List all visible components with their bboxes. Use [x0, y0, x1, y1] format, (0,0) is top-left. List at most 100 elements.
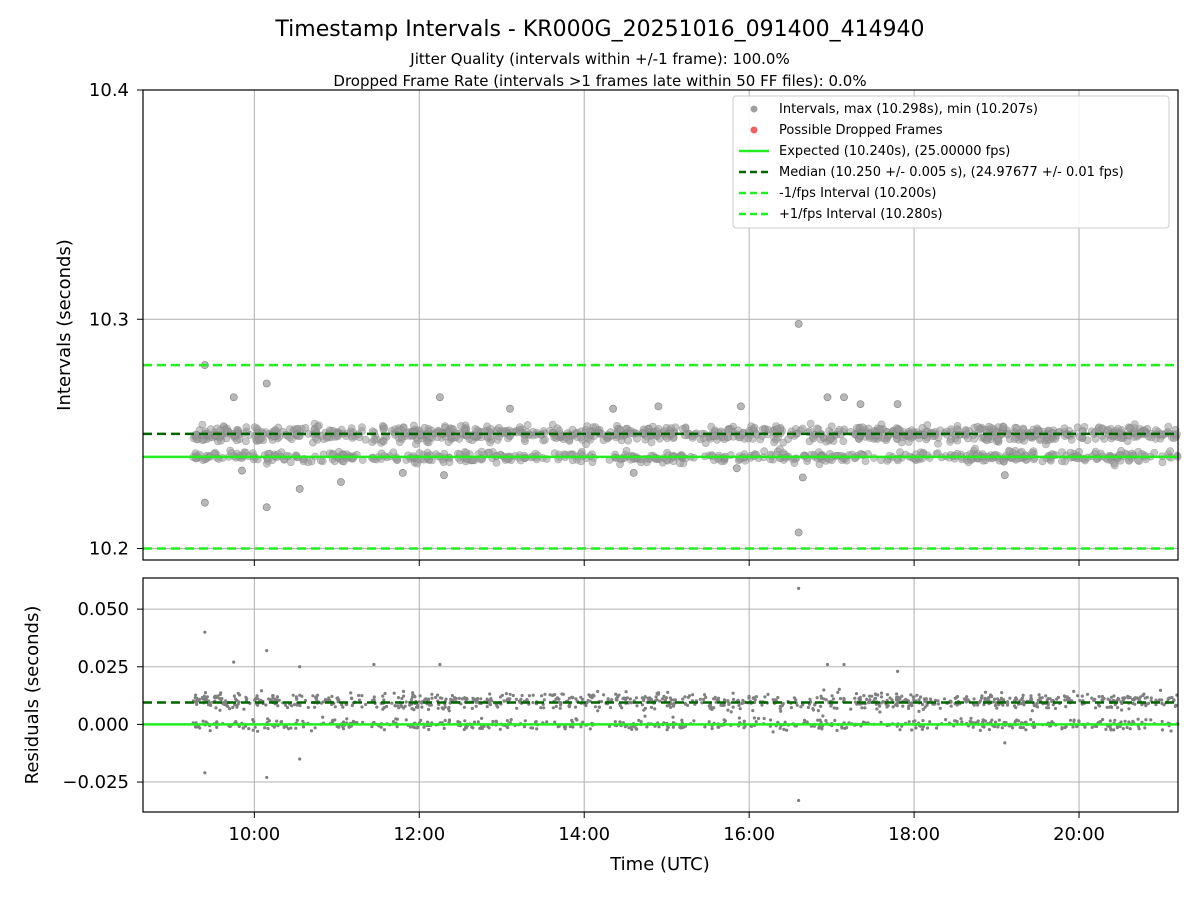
residual-point	[873, 692, 878, 696]
residual-point	[1131, 719, 1135, 723]
residual-point	[360, 705, 364, 709]
residual-point	[698, 697, 703, 701]
interval-outlier-point	[840, 393, 848, 402]
residual-point	[1116, 725, 1120, 729]
residual-point	[1144, 718, 1148, 722]
residual-point	[1085, 692, 1090, 696]
residual-point	[194, 725, 198, 729]
residual-point	[426, 697, 431, 701]
residual-point	[509, 718, 513, 722]
residual-point	[898, 728, 902, 732]
residual-point	[716, 696, 721, 700]
residual-point	[1090, 725, 1094, 730]
residual-point	[470, 706, 474, 711]
residual-point	[683, 701, 687, 706]
interval-outlier-point	[262, 503, 271, 512]
residual-point	[736, 698, 740, 702]
residual-point	[476, 720, 480, 724]
residual-point	[938, 706, 942, 710]
interval-point	[416, 431, 424, 440]
residual-point	[1083, 725, 1087, 729]
residual-point	[1158, 688, 1163, 693]
residual-point	[530, 726, 535, 730]
legend-label-median: Median (10.250 +/- 0.005 s), (24.97677 +…	[779, 165, 1124, 180]
residual-point	[1111, 698, 1116, 703]
residual-point	[610, 698, 614, 702]
interval-point	[409, 421, 418, 430]
residual-point	[1093, 697, 1097, 701]
residual-point	[824, 698, 828, 702]
interval-point	[1091, 447, 1100, 456]
interval-point	[192, 435, 201, 444]
residual-point	[203, 691, 208, 695]
residual-point	[1170, 695, 1174, 700]
residual-point	[279, 720, 283, 724]
residual-point	[794, 698, 798, 702]
interval-point	[809, 434, 818, 443]
residual-point	[515, 706, 519, 710]
residual-point	[703, 725, 707, 729]
residual-point	[336, 696, 340, 700]
residual-point	[737, 716, 742, 720]
residual-point	[910, 704, 914, 708]
legend-label-expected: Expected (10.240s), (25.00000 fps)	[779, 144, 1010, 159]
bottom-y-tick-label: 0.025	[77, 657, 129, 678]
residual-point	[233, 697, 238, 701]
residual-point	[292, 703, 296, 707]
residual-point	[430, 692, 434, 696]
residual-point	[559, 703, 563, 707]
residual-point	[588, 727, 592, 731]
residual-point	[1022, 700, 1026, 704]
residual-point	[420, 701, 424, 705]
residual-point	[1036, 698, 1040, 703]
residual-point	[235, 705, 239, 709]
residual-point	[820, 727, 824, 731]
legend-label-intervals: Intervals, max (10.298s), min (10.207s)	[779, 102, 1038, 117]
residual-point	[692, 719, 696, 723]
residual-point	[671, 704, 676, 708]
residual-point	[1035, 701, 1039, 705]
residual-point	[486, 698, 490, 702]
residual-point	[392, 691, 396, 695]
residual-point	[740, 701, 744, 706]
residual-point	[295, 697, 299, 701]
residual-point	[906, 706, 911, 711]
residual-point	[256, 729, 260, 733]
residual-point	[350, 697, 354, 701]
residual-point	[571, 725, 575, 729]
residual-point	[508, 692, 512, 696]
residual-point	[409, 698, 414, 702]
residual-point	[290, 704, 294, 708]
residual-point	[276, 704, 280, 708]
residual-point	[1011, 726, 1015, 730]
residual-point	[593, 705, 598, 709]
residual-point	[747, 696, 751, 700]
residual-point	[385, 704, 389, 709]
residual-point	[1037, 693, 1041, 697]
residual-point	[224, 699, 228, 703]
interval-point	[946, 437, 954, 446]
bottom-points	[191, 586, 1180, 803]
residual-point	[801, 703, 805, 707]
interval-point	[964, 434, 972, 443]
residual-point	[558, 706, 562, 710]
residual-point	[726, 700, 730, 704]
residual-point	[1109, 727, 1113, 731]
residual-point	[504, 692, 508, 696]
residual-point	[393, 704, 397, 708]
legend: Intervals, max (10.298s), min (10.207s) …	[732, 95, 1170, 229]
residual-point	[727, 702, 731, 707]
residual-point	[862, 694, 866, 698]
interval-outlier-point	[238, 466, 246, 475]
residual-point	[914, 726, 918, 730]
residual-point	[785, 728, 789, 732]
residual-point	[420, 705, 424, 709]
chart-title: Timestamp Intervals - KR000G_20251016_09…	[274, 17, 924, 42]
residual-point	[585, 700, 589, 705]
residual-point	[1024, 728, 1028, 732]
residual-point	[835, 706, 839, 711]
interval-point	[411, 440, 420, 448]
interval-point	[316, 456, 325, 465]
residual-outlier-point	[842, 662, 846, 667]
interval-point	[486, 432, 495, 441]
